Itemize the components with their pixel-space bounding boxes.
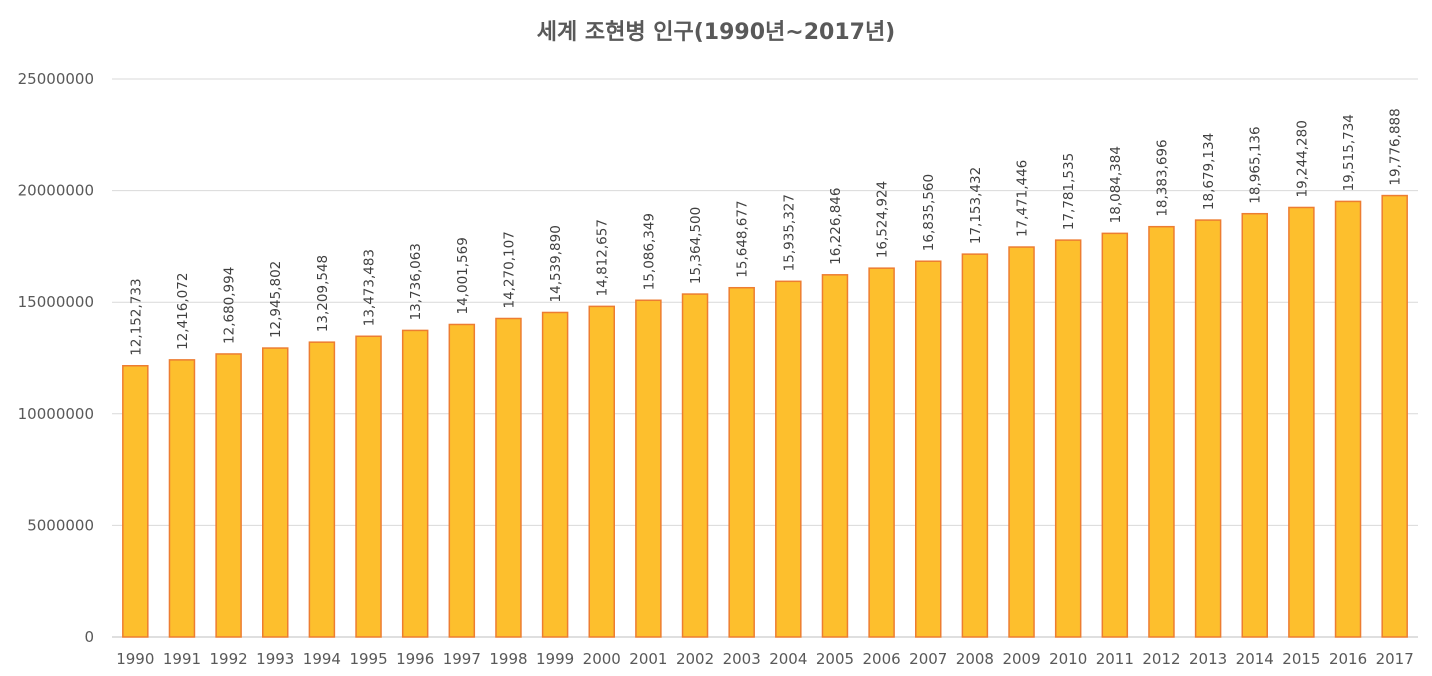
data-label: 12,680,994 — [222, 267, 238, 344]
bar-2016 — [1334, 200, 1362, 638]
x-tick-label: 2011 — [1096, 650, 1134, 668]
y-tick-label: 10000000 — [18, 405, 94, 423]
x-axis: 1990 1991 1992 1993 1994 1995 1996 1997 1998 1999… — [116, 650, 1414, 668]
bar-2002 — [681, 293, 709, 638]
bar-1991 — [168, 359, 196, 638]
y-tick-label: 25000000 — [18, 70, 94, 88]
y-tick-label: 15000000 — [18, 293, 94, 311]
bar-1998 — [495, 317, 522, 638]
bars — [122, 194, 1408, 638]
data-label: 12,416,072 — [175, 273, 191, 350]
y-axis: 0 5000000 10000000 15000000 20000000 25000000 — [18, 70, 94, 646]
bar-2017 — [1381, 194, 1408, 638]
bar-1992 — [215, 353, 242, 638]
x-tick-label: 2009 — [1002, 650, 1040, 668]
bar-2007 — [915, 260, 942, 638]
bar-2015 — [1288, 206, 1315, 638]
data-label: 14,539,890 — [548, 225, 564, 302]
bar-2009 — [1008, 246, 1035, 638]
data-label: 16,835,560 — [921, 174, 937, 251]
data-label: 15,935,327 — [781, 194, 797, 271]
data-label: 13,736,063 — [408, 243, 424, 320]
data-label: 17,781,535 — [1061, 153, 1077, 230]
data-label: 17,153,432 — [968, 167, 984, 244]
data-labels: 12,152,733 12,416,072 12,680,994 12,945,802… — [128, 108, 1403, 355]
data-label: 18,965,136 — [1248, 126, 1264, 203]
x-tick-label: 2006 — [863, 650, 901, 668]
gridlines — [112, 78, 1418, 638]
data-label: 18,383,696 — [1154, 139, 1170, 216]
data-label: 12,152,733 — [128, 278, 144, 355]
data-label: 17,471,446 — [1015, 160, 1031, 237]
x-tick-label: 2013 — [1189, 650, 1227, 668]
x-tick-label: 2015 — [1282, 650, 1320, 668]
bar-2010 — [1054, 239, 1082, 638]
bar-2013 — [1194, 219, 1222, 638]
bar-1993 — [262, 347, 289, 638]
x-tick-label: 2005 — [816, 650, 854, 668]
x-tick-label: 1992 — [210, 650, 248, 668]
data-label: 14,812,657 — [595, 219, 611, 296]
bar-2012 — [1148, 225, 1175, 638]
x-tick-label: 1994 — [303, 650, 341, 668]
data-label: 14,270,107 — [501, 231, 517, 308]
x-tick-label: 2002 — [676, 650, 714, 668]
y-tick-label: 20000000 — [18, 182, 94, 200]
x-tick-label: 2010 — [1049, 650, 1087, 668]
bar-2004 — [775, 280, 802, 638]
data-label: 13,209,548 — [315, 255, 331, 332]
x-tick-label: 2001 — [629, 650, 667, 668]
x-tick-label: 1999 — [536, 650, 574, 668]
x-tick-label: 2017 — [1376, 650, 1414, 668]
x-tick-label: 2000 — [583, 650, 621, 668]
bar-2006 — [868, 267, 895, 638]
data-label: 18,084,384 — [1108, 146, 1124, 223]
data-label: 15,364,500 — [688, 207, 704, 284]
bar-1996 — [401, 329, 429, 638]
data-label: 18,679,134 — [1201, 133, 1217, 210]
x-tick-label: 1990 — [116, 650, 154, 668]
x-tick-label: 1993 — [256, 650, 294, 668]
y-tick-label: 5000000 — [27, 516, 94, 534]
x-tick-label: 2004 — [769, 650, 807, 668]
chart-title: 세계 조현병 인구(1990년~2017년) — [536, 20, 896, 45]
x-tick-label: 1998 — [489, 650, 527, 668]
x-tick-label: 1991 — [163, 650, 201, 668]
y-tick-label: 0 — [84, 628, 94, 646]
bar-2011 — [1101, 232, 1129, 638]
bar-1990 — [122, 365, 149, 638]
x-tick-label: 2007 — [909, 650, 947, 668]
x-tick-label: 2008 — [956, 650, 994, 668]
data-label: 15,648,677 — [735, 200, 751, 277]
x-tick-label: 2014 — [1236, 650, 1274, 668]
bar-2001 — [635, 299, 662, 638]
data-label: 19,515,734 — [1341, 114, 1357, 191]
data-label: 13,473,483 — [362, 249, 378, 326]
bar-2005 — [821, 274, 849, 638]
x-tick-label: 2003 — [723, 650, 761, 668]
bar-2000 — [588, 305, 615, 638]
bar-2003 — [728, 286, 755, 638]
bar-2014 — [1241, 212, 1268, 638]
x-tick-label: 2012 — [1142, 650, 1180, 668]
data-label: 19,244,280 — [1294, 120, 1310, 197]
x-tick-label: 1996 — [396, 650, 434, 668]
bar-1995 — [355, 335, 382, 638]
x-tick-label: 1997 — [443, 650, 481, 668]
bar-2008 — [961, 253, 989, 638]
data-label: 15,086,349 — [641, 213, 657, 290]
data-label: 19,776,888 — [1388, 108, 1404, 185]
bar-1994 — [308, 341, 336, 638]
data-label: 16,524,924 — [875, 181, 891, 258]
data-label: 12,945,802 — [268, 261, 284, 338]
x-tick-label: 2016 — [1329, 650, 1367, 668]
bar-1997 — [448, 323, 476, 638]
data-label: 16,226,846 — [828, 188, 844, 265]
x-tick-label: 1995 — [349, 650, 387, 668]
bar-1999 — [541, 311, 569, 638]
data-label: 14,001,569 — [455, 237, 471, 314]
